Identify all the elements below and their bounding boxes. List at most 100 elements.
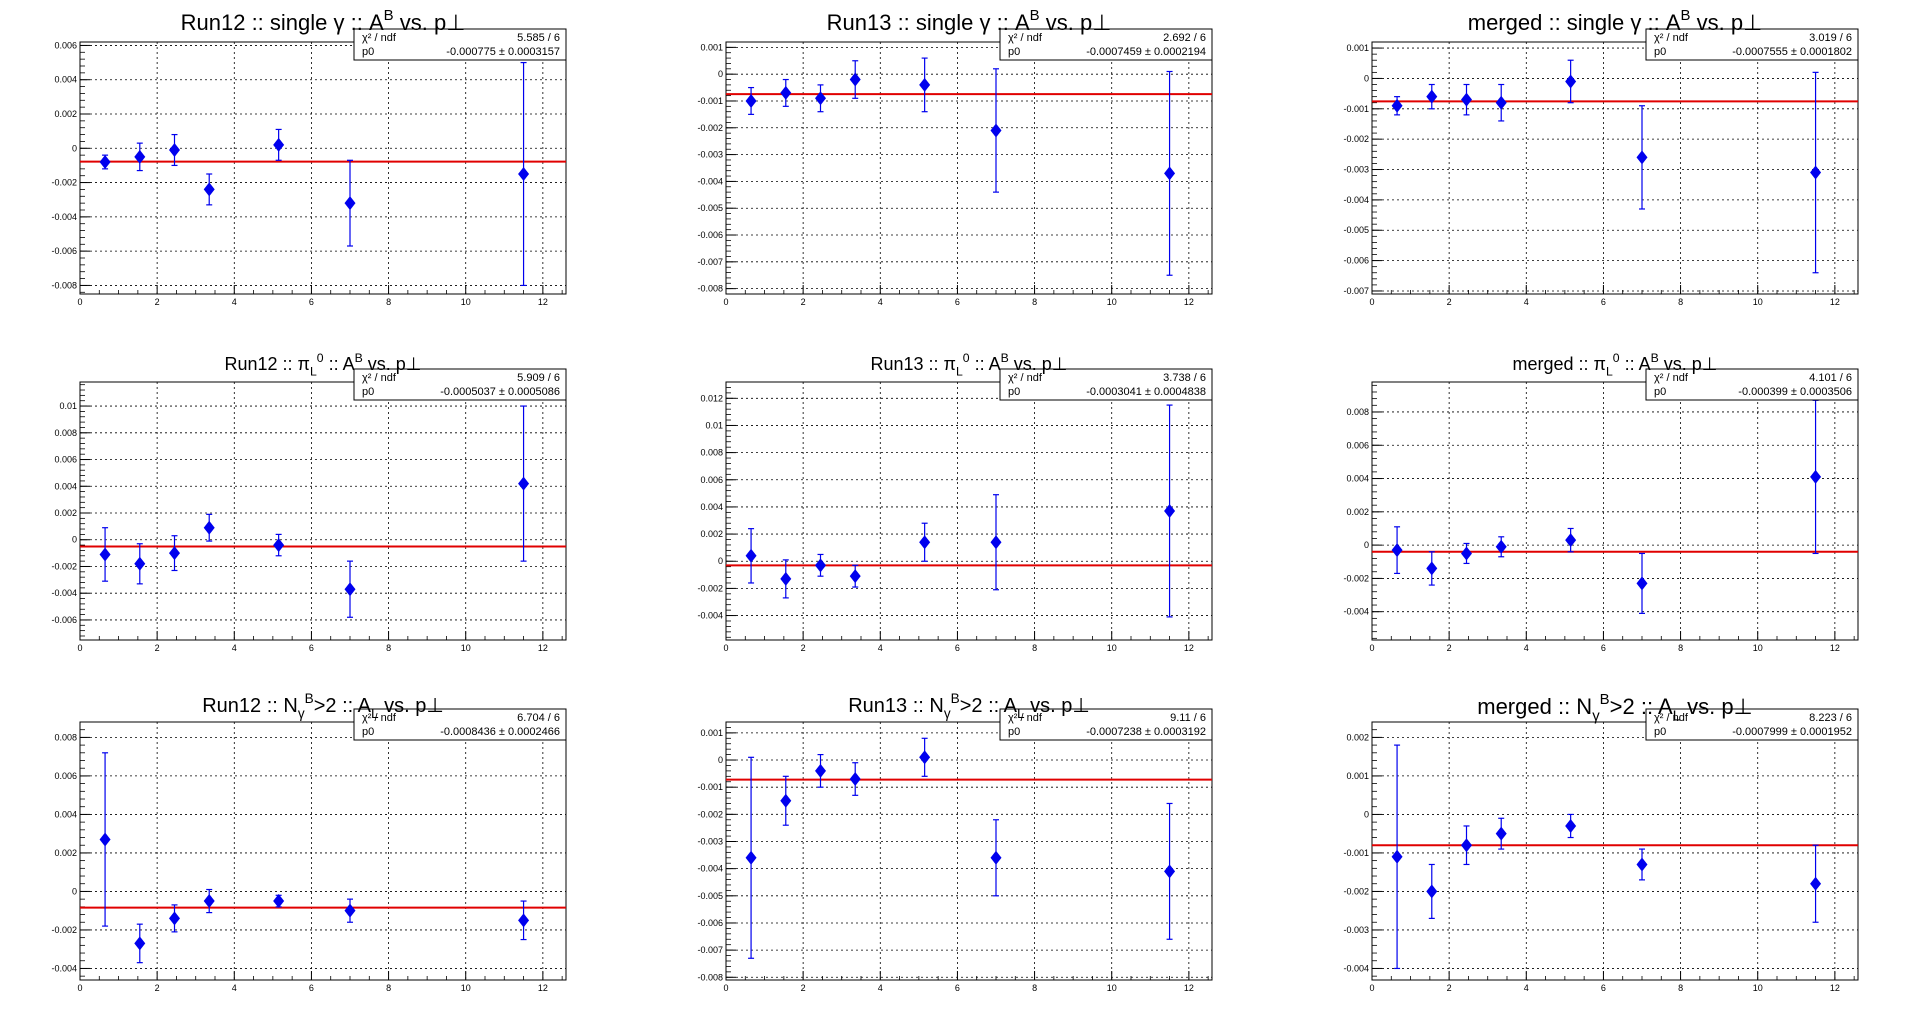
title-part-post: ⊥: [446, 10, 465, 35]
chart-title: Run13 :: NγB>2 :: AL vs. p⊥: [848, 691, 1090, 721]
y-tick-label: -0.006: [51, 615, 77, 625]
y-tick-label: -0.004: [1343, 607, 1369, 617]
y-tick-label: 0.008: [54, 732, 77, 742]
stats-chi2-value: 3.019 / 6: [1809, 32, 1852, 44]
y-tick-label: 0: [72, 886, 77, 896]
stats-chi2-value: 5.909 / 6: [517, 372, 560, 384]
y-tick-label: 0: [1364, 73, 1369, 83]
stats-chi2-label: χ² / ndf: [1654, 372, 1689, 384]
y-tick-label: 0.006: [700, 475, 723, 485]
y-tick-label: -0.001: [697, 782, 723, 792]
stats-chi2-value: 6.704 / 6: [517, 712, 560, 724]
data-point-marker: [1636, 857, 1648, 872]
stats-p0-label: p0: [1654, 46, 1666, 58]
title-part-sup: 0: [963, 351, 970, 365]
data-point-marker: [1495, 539, 1507, 554]
title-part-sup2: B: [1001, 351, 1009, 365]
data-point-marker: [273, 894, 285, 909]
stats-chi2-value: 4.101 / 6: [1809, 372, 1852, 384]
data-point-marker: [169, 143, 180, 157]
x-tick-label: 12: [1830, 983, 1840, 993]
plot-frame: [725, 381, 1213, 641]
data-point-marker: [203, 520, 215, 535]
y-tick-label: -0.002: [697, 583, 723, 593]
title-part-sup: B: [1681, 7, 1691, 24]
x-tick-label: 10: [1753, 297, 1763, 307]
title-part-sup: B: [305, 691, 314, 706]
x-tick-label: 0: [77, 983, 82, 993]
y-tick-label: -0.004: [51, 212, 77, 222]
data-point-marker: [99, 832, 111, 847]
data-point-marker: [134, 149, 146, 164]
data-point-marker: [1461, 838, 1472, 853]
chart-title: Run13 :: single γ :: AB vs. p⊥: [827, 7, 1112, 35]
chart-panel-2: 0 2 4 6 8 10 12 -0.007 -0.006 -0.005 -0.004 -0.003 -…: [1343, 7, 1859, 307]
title-part-pre: Run12 :: π: [225, 354, 310, 374]
y-tick-label: -0.004: [697, 864, 723, 874]
stats-p0-label: p0: [362, 726, 374, 738]
x-tick-label: 6: [955, 297, 960, 307]
y-tick-label: -0.006: [697, 918, 723, 928]
data-point-marker: [518, 167, 530, 181]
y-tick-label: 0.008: [54, 428, 77, 438]
x-tick-label: 8: [1032, 297, 1037, 307]
x-tick-label: 8: [1032, 643, 1037, 653]
x-tick-label: 10: [1107, 297, 1117, 307]
y-tick-label: -0.006: [1343, 256, 1369, 266]
stats-chi2-label: χ² / ndf: [362, 712, 397, 724]
y-tick-label: 0.006: [54, 455, 77, 465]
y-tick-label: 0.004: [1346, 474, 1369, 484]
x-tick-label: 10: [461, 983, 471, 993]
title-part-post: vs. p⊥: [1009, 354, 1068, 374]
stats-p0-label: p0: [1654, 386, 1666, 398]
title-part-sub2: L: [1017, 706, 1025, 721]
x-tick-label: 6: [309, 643, 314, 653]
title-part-mid: vs. p: [1691, 10, 1744, 35]
y-tick-label: -0.005: [1343, 225, 1369, 235]
y-tick-label: -0.004: [697, 611, 723, 621]
title-part-pre: Run12 :: single γ :: A: [181, 10, 384, 35]
stats-p0-value: -0.0007459 ± 0.0002194: [1086, 46, 1206, 58]
x-tick-label: 12: [1830, 643, 1840, 653]
chart-panel-0: 0 2 4 6 8 10 12 -0.008 -0.006 -0.004 -0.002 0 0.002 0…: [51, 7, 567, 307]
title-part-mid: :: A: [1620, 354, 1651, 374]
y-tick-label: -0.005: [697, 891, 723, 901]
title-part-sup2: B: [355, 351, 363, 365]
title-part-post: vs. p⊥: [1681, 694, 1753, 719]
title-part-post: vs. p⊥: [1659, 354, 1718, 374]
title-part-sub: L: [1606, 364, 1613, 378]
chart-title: merged :: NγB>2 :: AL vs. p⊥: [1477, 691, 1752, 725]
data-point-marker: [815, 763, 826, 778]
y-tick-label: -0.006: [697, 230, 723, 240]
x-tick-label: 8: [1678, 983, 1683, 993]
data-point-marker: [1810, 165, 1822, 180]
data-point-marker: [849, 72, 861, 87]
data-point-marker: [1810, 469, 1822, 484]
title-part-mid: :: A: [970, 354, 1001, 374]
x-tick-label: 8: [386, 983, 391, 993]
data-point-marker: [1426, 884, 1438, 899]
chart-panel-6: 0 2 4 6 8 10 12 -0.004 -0.002 0 0.002 0.004 0.006 0.0…: [51, 691, 567, 993]
stats-box: [353, 368, 567, 401]
title-part-sup: B: [384, 7, 394, 24]
data-point-marker: [1636, 150, 1648, 165]
chart-panel-8: 0 2 4 6 8 10 12 -0.004 -0.003 -0.002 -0.001 0 0.001 0…: [1343, 691, 1859, 993]
title-part-mid: >2 :: A: [960, 695, 1018, 717]
data-point-marker: [1164, 864, 1176, 879]
title-part-pre: Run12 :: N: [202, 695, 298, 717]
x-tick-label: 10: [461, 297, 471, 307]
title-part-sub: γ: [298, 706, 305, 721]
y-tick-label: 0.004: [54, 75, 77, 85]
y-tick-label: 0.006: [1346, 440, 1369, 450]
stats-chi2-value: 3.738 / 6: [1163, 372, 1206, 384]
stats-box: [353, 708, 567, 741]
chart-panel-5: 0 2 4 6 8 10 12 -0.004 -0.002 0 0.002 0.004 0.006 0.0…: [1343, 351, 1859, 653]
data-point-marker: [745, 93, 757, 108]
y-tick-label: 0.01: [59, 401, 77, 411]
data-point-marker: [518, 476, 530, 491]
data-point-marker: [849, 772, 861, 787]
title-part-sub2: L: [371, 706, 379, 721]
data-point-marker: [780, 793, 792, 808]
y-tick-label: -0.004: [51, 588, 77, 598]
